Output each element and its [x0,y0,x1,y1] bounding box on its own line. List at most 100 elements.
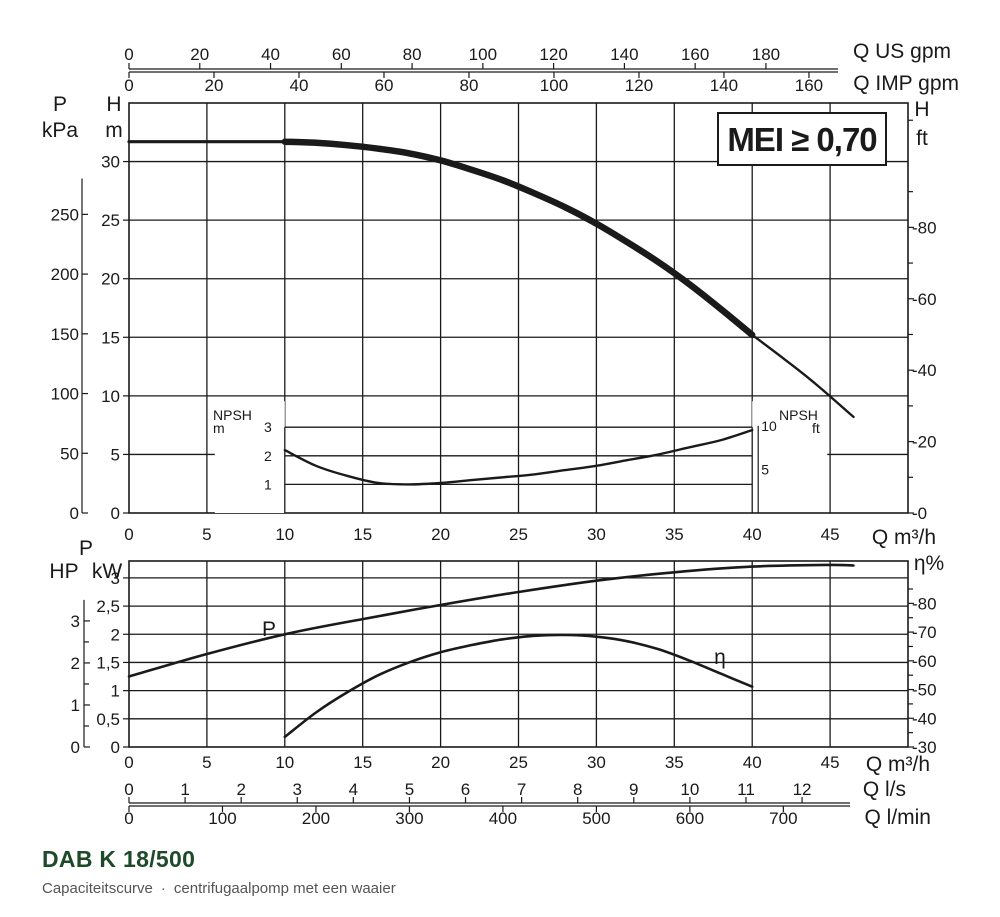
hp-tick-label: 2 [71,654,80,673]
eta-tick-label: -80 [912,594,937,613]
us-gpm-tick-label: 140 [610,45,638,64]
subtitle-separator: · [160,880,166,897]
eta-axis-title: η% [914,552,944,575]
kpa-tick-label: 0 [70,504,79,523]
ls-tick-label: 7 [517,780,526,799]
kw-tick-label: 2 [111,625,120,644]
kpa-axis-title: P [53,93,67,116]
head-x-tick-label: 30 [587,525,606,544]
head-m-tick-label: 25 [101,211,120,230]
lmin-tick-label: 100 [208,809,236,828]
subtitle-left: Capaciteitscurve [42,880,153,897]
us-gpm-tick-label: 0 [124,45,133,64]
lmin-tick-label: 700 [769,809,797,828]
npsh-m-tick-label: 1 [264,476,272,492]
kw-tick-label: 0 [111,738,120,757]
kpa-tick-label: 150 [51,325,79,344]
head-x-tick-label: 5 [202,525,211,544]
bottom-flow-axes: 0 1 2 3 4 5 6 7 8 9 10 11 120 100 200 300 400 500 600 700Q … [124,778,931,829]
imp-gpm-tick-label: 160 [795,76,823,95]
head-m-axis-title: H [106,93,121,116]
eta-tick-label: -30 [912,738,937,757]
imp-gpm-tick-label: 140 [710,76,738,95]
mei-badge-text: MEI ≥ 0,70 [727,121,876,158]
kw-tick-label: 1,5 [96,653,120,672]
power-grid [129,561,908,747]
ls-tick-label: 11 [737,780,755,799]
head-x-axis-label: Q m³/h [872,526,936,549]
power-axis-title: P [79,537,93,560]
npsh-m-tick-label: 2 [264,448,272,464]
us-gpm-tick-label: 80 [403,45,422,64]
us-gpm-tick-label: 100 [469,45,497,64]
hp-tick-label: 1 [71,696,80,715]
head-m-tick-label: 5 [111,445,120,464]
head-m-tick-label: 15 [101,328,120,347]
head-x-tick-label: 10 [275,525,294,544]
hp-tick-label: 0 [71,738,80,757]
head-x-tick-label: 15 [353,525,372,544]
eta-tick-label: -50 [912,681,937,700]
power-x-tick-label: 35 [665,753,684,772]
kpa-axis-unit: kPa [42,119,79,142]
power-curve [127,563,855,678]
head-x-tick-label: 25 [509,525,528,544]
lmin-tick-label: 500 [582,809,610,828]
ft-tick-label: -80 [912,218,937,237]
lmin-tick-label: 200 [302,809,330,828]
head-x-tick-label: 20 [431,525,450,544]
imp-gpm-tick-label: 60 [375,76,394,95]
head-x-tick-label: 0 [124,525,133,544]
imp-gpm-tick-label: 0 [124,76,133,95]
model-title: DAB K 18/500 [42,846,196,872]
npsh-ft-axis-title: NPSH [779,407,818,423]
lmin-tick-label: 600 [676,809,704,828]
ls-tick-label: 12 [793,780,812,799]
head-x-tick-label: 45 [821,525,840,544]
efficiency-curve [283,633,754,739]
ls-tick-label: 0 [124,780,133,799]
kw-tick-label: 3 [111,569,120,588]
npsh-ft-tick-label: 5 [761,461,769,477]
lmin-tick-label: 400 [489,809,517,828]
imp-gpm-axis-label: Q IMP gpm [853,72,959,95]
power-x-tick-label: 40 [743,753,762,772]
head-m-axis: 051015202530050100150200250-0-20-40-60-8… [42,93,937,549]
us-gpm-tick-label: 180 [752,45,780,64]
power-x-tick-label: 0 [124,753,133,772]
power-x-tick-label: 15 [353,753,372,772]
hp-tick-label: 3 [71,612,80,631]
power-x-tick-label: 10 [275,753,294,772]
ft-axis-unit: ft [916,127,928,150]
power-curve-label: P [262,618,276,641]
us-gpm-tick-label: 40 [261,45,280,64]
kw-tick-label: 1 [111,682,120,701]
subtitle-right: centrifugaalpomp met een waaier [173,880,396,897]
kpa-tick-label: 250 [51,205,79,224]
lmin-axis-label: Q l/min [864,806,931,829]
mei-badge: MEI ≥ 0,70 [717,112,887,166]
us-gpm-tick-label: 60 [332,45,351,64]
ls-tick-label: 10 [680,780,699,799]
power-x-tick-label: 20 [431,753,450,772]
npsh-curve [283,428,754,486]
ls-tick-label: 8 [573,780,582,799]
efficiency-curve-label: η [714,646,726,669]
power-x-tick-label: 45 [821,753,840,772]
imp-gpm-tick-label: 120 [625,76,653,95]
npsh-grid [284,426,753,513]
power-x-tick-label: 25 [509,753,528,772]
power-plot-frame [128,560,909,748]
head-curve [281,138,756,339]
ls-tick-label: 6 [461,780,470,799]
power-x-tick-label: 30 [587,753,606,772]
imp-gpm-tick-label: 40 [290,76,309,95]
us-gpm-tick-label: 120 [539,45,567,64]
eta-tick-label: -70 [912,623,937,642]
ft-tick-label: -40 [912,361,937,380]
kw-axis-title: kW [92,560,123,583]
ft-tick-label: -0 [912,504,927,523]
npsh-m-axis-unit: m [213,420,225,436]
